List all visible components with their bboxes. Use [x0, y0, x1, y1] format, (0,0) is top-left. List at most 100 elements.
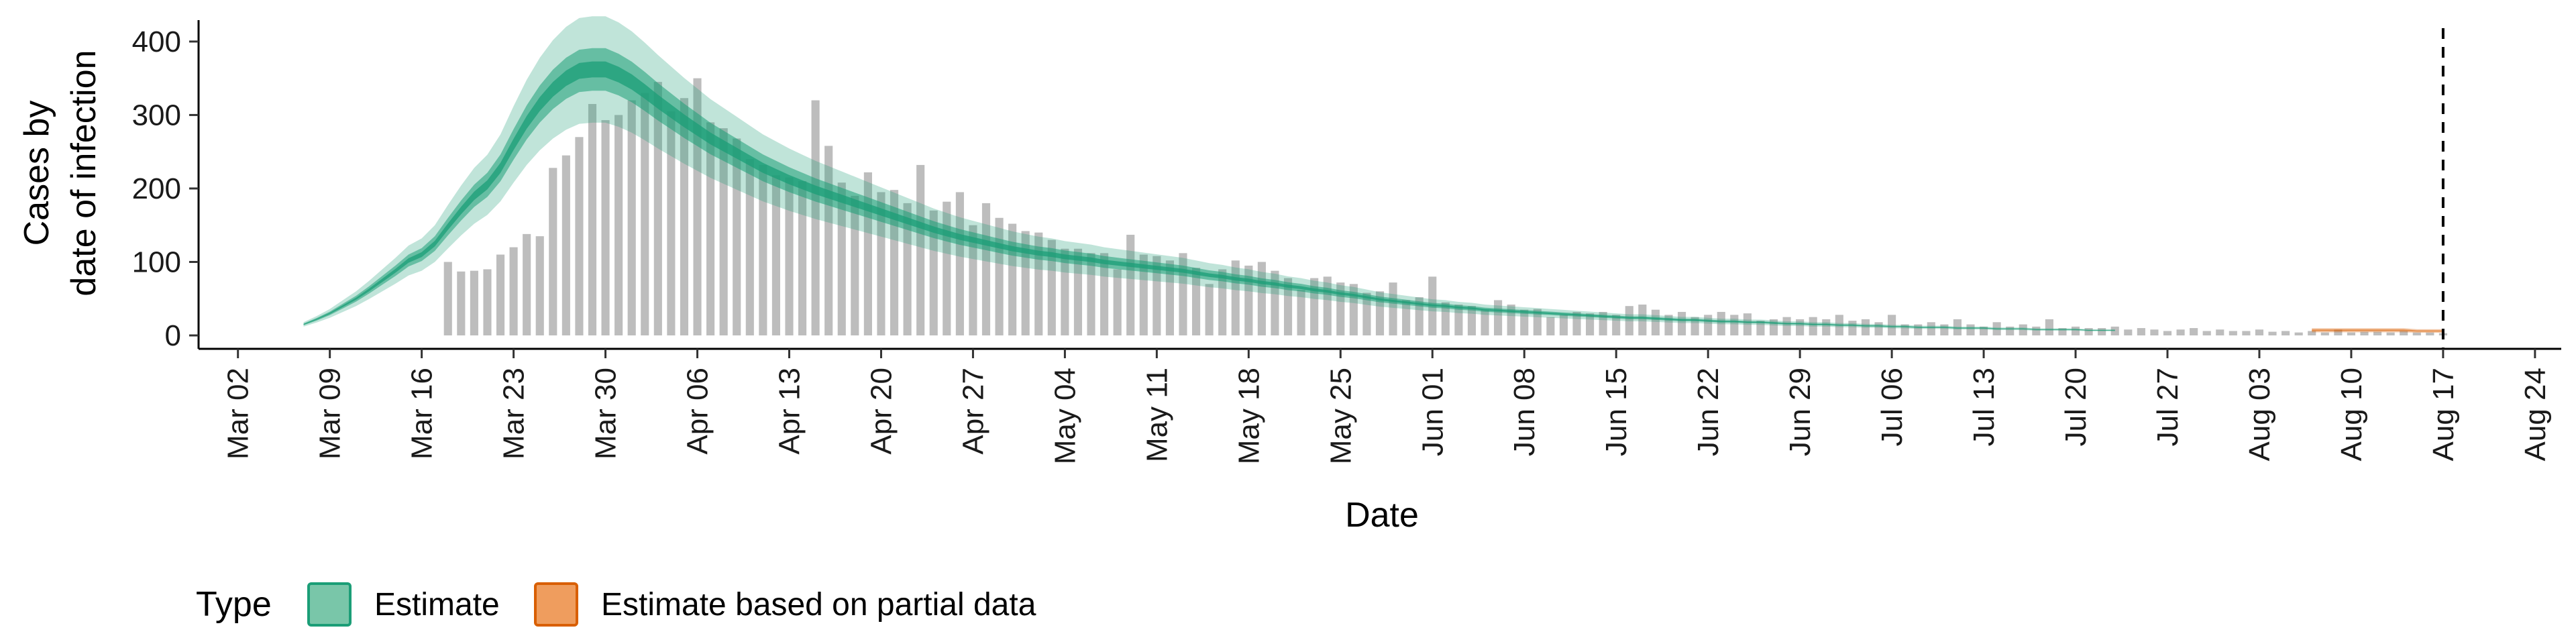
data-bar	[588, 104, 597, 335]
x-tick-label: Jun 08	[1508, 368, 1541, 456]
data-bar	[2229, 331, 2237, 335]
data-bar	[2373, 331, 2382, 335]
data-bar	[1402, 300, 1411, 335]
data-bar	[916, 164, 925, 335]
data-bar	[1152, 256, 1161, 335]
data-bar	[1218, 269, 1227, 335]
data-bar	[1087, 253, 1095, 335]
data-bar	[1192, 268, 1201, 335]
data-bar	[2190, 328, 2198, 335]
x-tick-label: Mar 23	[498, 368, 531, 460]
legend-swatch-estimate	[307, 582, 352, 627]
data-bar	[523, 233, 531, 335]
data-bar	[1205, 284, 1214, 335]
data-bar	[706, 122, 715, 335]
data-bar	[2163, 331, 2172, 335]
data-bar	[2137, 328, 2145, 335]
x-tick-label: Mar 30	[590, 368, 623, 460]
data-bar	[851, 195, 859, 335]
data-bar	[877, 192, 885, 335]
x-tick-label: Apr 27	[957, 368, 989, 455]
data-bar	[2176, 329, 2185, 335]
x-tick-label: Mar 09	[314, 368, 347, 460]
data-bar	[561, 155, 570, 335]
data-bar	[1743, 313, 1752, 335]
data-bar	[2032, 326, 2041, 335]
data-bar	[1966, 324, 1975, 335]
data-bar	[2360, 331, 2369, 335]
x-tick-label: Apr 06	[682, 368, 714, 455]
data-bar	[483, 269, 492, 335]
data-bar	[2400, 331, 2408, 335]
data-bar	[680, 98, 689, 335]
data-bar	[955, 192, 964, 335]
data-bar	[798, 181, 807, 335]
data-bar	[1980, 326, 1988, 335]
data-bar	[1625, 306, 1633, 335]
data-bar	[1297, 290, 1305, 335]
y-tick-label: 100	[132, 246, 181, 278]
data-bar	[2268, 331, 2277, 335]
data-bar	[1415, 297, 1424, 335]
legend-swatch-partial	[534, 582, 578, 627]
data-bar	[2098, 328, 2106, 335]
data-bar	[1546, 317, 1555, 335]
x-tick-label: Jun 01	[1416, 368, 1449, 456]
data-bar	[903, 203, 912, 335]
data-bar	[549, 168, 557, 335]
data-bar	[2058, 328, 2067, 335]
data-bar	[1454, 305, 1463, 335]
x-tick-label: Apr 13	[773, 368, 806, 455]
data-bar	[1047, 239, 1056, 335]
data-bar	[969, 225, 977, 335]
data-bar	[2426, 332, 2434, 335]
data-bar	[1572, 311, 1581, 335]
data-bar	[667, 111, 676, 335]
x-tick-label: Jul 20	[2059, 368, 2092, 446]
estimate-bands-layer	[303, 16, 2443, 333]
x-tick-label: Jul 06	[1876, 368, 1909, 446]
y-axis-title-line1: Cases by	[17, 101, 56, 246]
data-bar	[470, 270, 478, 335]
x-tick-label: May 25	[1324, 368, 1357, 464]
data-bar	[2110, 326, 2119, 335]
data-bar	[641, 93, 649, 336]
x-tick-label: Apr 20	[865, 368, 898, 455]
y-tick-label: 400	[132, 25, 181, 58]
data-bar	[2347, 332, 2355, 335]
data-bar	[2124, 329, 2133, 335]
data-bar	[575, 137, 584, 336]
data-bar	[1100, 253, 1109, 335]
data-bar	[1638, 305, 1647, 335]
y-axis-title-line2: date of infection	[64, 50, 103, 296]
data-bar	[1139, 254, 1148, 335]
data-bar	[1533, 309, 1542, 335]
data-bar	[1809, 317, 1817, 335]
data-bar	[771, 175, 780, 335]
data-bar	[1848, 321, 1857, 335]
x-tick-label: Mar 16	[406, 368, 439, 460]
data-bar	[1165, 260, 1174, 335]
data-bar	[1481, 309, 1489, 335]
data-bar	[1677, 311, 1686, 335]
data-bar	[811, 100, 820, 335]
data-bar	[2386, 332, 2395, 335]
x-tick-label: Mar 02	[222, 368, 255, 460]
axes-layer: 0 100 200 300 400 Mar 02 Mar 09 Mar 16 Mar 23 Mar…	[132, 20, 2561, 464]
data-bar	[2294, 332, 2303, 335]
x-tick-label: Jun 22	[1692, 368, 1725, 456]
data-bar	[1612, 315, 1621, 335]
data-bar	[1690, 317, 1699, 335]
estimate-band-core	[303, 61, 2115, 331]
x-tick-label: May 18	[1232, 368, 1265, 464]
x-tick-label: Jun 15	[1600, 368, 1633, 456]
data-bar	[733, 138, 741, 335]
data-bar	[1467, 306, 1477, 335]
partial-estimate-band-50	[2312, 329, 2443, 332]
data-bar	[1953, 319, 1962, 335]
legend: Type Estimate Estimate based on partial …	[196, 582, 1036, 627]
data-bar	[535, 236, 544, 335]
data-bar	[2242, 331, 2251, 335]
data-bar	[1559, 315, 1568, 335]
